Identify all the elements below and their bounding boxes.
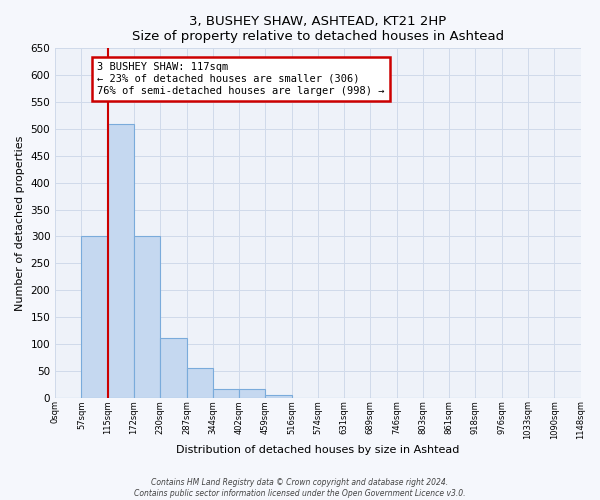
Y-axis label: Number of detached properties: Number of detached properties [15,135,25,310]
Bar [213,390,239,398]
Title: 3, BUSHEY SHAW, ASHTEAD, KT21 2HP
Size of property relative to detached houses i: 3, BUSHEY SHAW, ASHTEAD, KT21 2HP Size o… [132,15,504,43]
Bar [160,338,187,398]
Bar [134,236,160,398]
X-axis label: Distribution of detached houses by size in Ashtead: Distribution of detached houses by size … [176,445,460,455]
Text: Contains HM Land Registry data © Crown copyright and database right 2024.
Contai: Contains HM Land Registry data © Crown c… [134,478,466,498]
Text: 3 BUSHEY SHAW: 117sqm
← 23% of detached houses are smaller (306)
76% of semi-det: 3 BUSHEY SHAW: 117sqm ← 23% of detached … [97,62,385,96]
Bar [187,368,213,398]
Bar [265,395,292,398]
Bar [82,236,108,398]
Bar [239,390,265,398]
Bar [108,124,134,398]
